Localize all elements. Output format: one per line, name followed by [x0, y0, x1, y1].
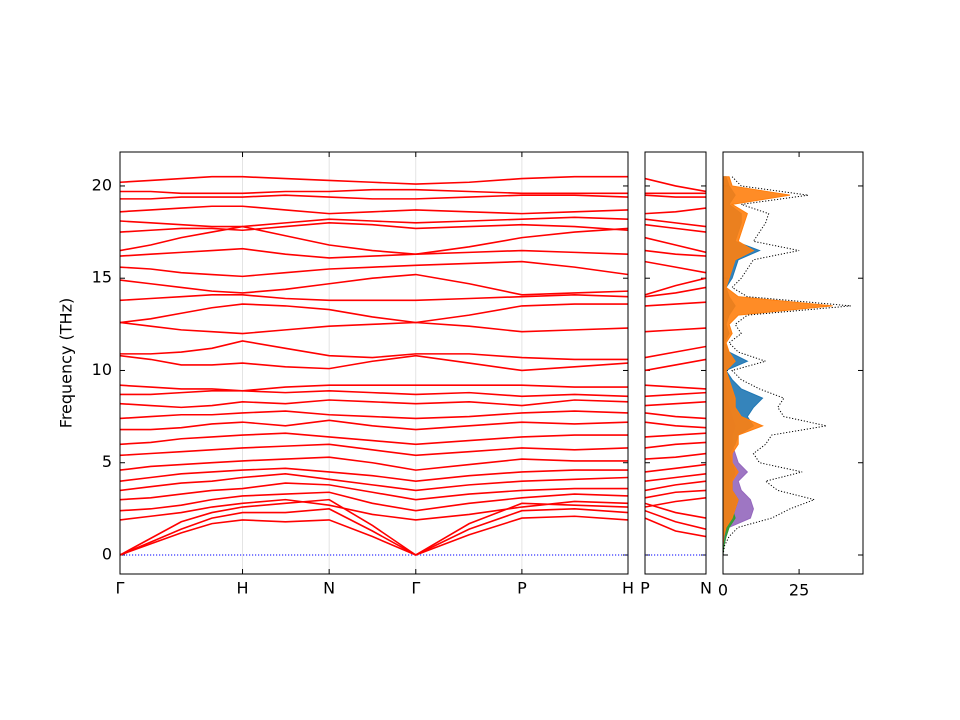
band-line: [120, 216, 628, 228]
band-line: [645, 441, 706, 449]
band-line: [120, 472, 628, 492]
band-line: [645, 463, 706, 473]
dos-partial: [723, 176, 833, 555]
band-line: [120, 175, 628, 185]
band-line: [645, 260, 706, 274]
x-tick-label: N: [323, 579, 335, 598]
x-tick-label: 25: [789, 581, 809, 600]
band-line: [645, 421, 706, 429]
y-tick-label: 15: [92, 268, 112, 287]
band-line: [120, 205, 628, 215]
band-line: [645, 452, 706, 460]
x-tick-label: N: [700, 579, 712, 598]
x-tick-label: P: [517, 579, 527, 598]
band-line: [120, 508, 628, 556]
band-line: [120, 515, 628, 556]
x-tick-label: Γ: [116, 579, 125, 598]
band-line: [120, 225, 628, 256]
band-line: [645, 223, 706, 233]
band-line: [645, 277, 706, 296]
band-line: [645, 177, 706, 193]
band-line: [645, 301, 706, 307]
band-line: [120, 432, 628, 446]
band-line: [645, 218, 706, 228]
band-line: [645, 327, 706, 333]
band-line: [645, 502, 706, 519]
band-line: [645, 391, 706, 398]
band-line: [120, 498, 628, 521]
y-tick-label: 0: [102, 544, 112, 563]
axes-frame: [119, 151, 629, 575]
y-axis-label: Frequency (THz): [57, 298, 76, 428]
band-line: [120, 491, 628, 512]
band-line: [645, 358, 706, 372]
y-tick-label: 5: [102, 452, 112, 471]
band-line: [120, 273, 628, 296]
band-line: [645, 194, 706, 198]
band-line: [645, 345, 706, 359]
band-line: [120, 321, 628, 335]
band-line: [645, 480, 706, 492]
x-tick-label: H: [237, 579, 249, 598]
x-tick-label: 0: [718, 581, 728, 600]
band-line: [120, 410, 628, 420]
band-line: [120, 340, 628, 361]
band-line: [645, 509, 706, 530]
band-line: [120, 222, 628, 233]
band-line: [120, 498, 628, 556]
band-line: [645, 517, 706, 538]
band-line: [645, 384, 706, 390]
band-line: [645, 286, 706, 298]
dos-total: [723, 176, 851, 556]
band-line: [120, 399, 628, 409]
band-line: [120, 384, 628, 392]
band-line: [120, 354, 628, 372]
band-line: [645, 432, 706, 438]
band-line: [645, 489, 706, 499]
band-line: [645, 473, 706, 482]
band-line: [120, 303, 628, 324]
band-line: [645, 412, 706, 420]
band-line: [120, 260, 628, 278]
x-tick-label: P: [640, 579, 650, 598]
band-line: [120, 482, 628, 501]
band-line: [645, 496, 706, 508]
band-line: [645, 401, 706, 407]
band-line: [120, 443, 628, 457]
x-tick-label: Γ: [411, 579, 420, 598]
band-line: [120, 467, 628, 482]
band-line: [645, 236, 706, 254]
axes-frame: [644, 151, 707, 575]
band-line: [120, 419, 628, 431]
band-line: [645, 207, 706, 215]
x-tick-label: H: [622, 579, 634, 598]
band-line: [120, 188, 628, 195]
axes-frame: [722, 151, 864, 575]
band-line: [120, 456, 628, 471]
band-line: [120, 194, 628, 200]
band-line: [120, 247, 628, 259]
band-line: [120, 294, 628, 302]
y-tick-label: 20: [92, 175, 112, 194]
band-line: [645, 249, 706, 257]
band-line: [120, 389, 628, 398]
y-tick-label: 10: [92, 360, 112, 379]
